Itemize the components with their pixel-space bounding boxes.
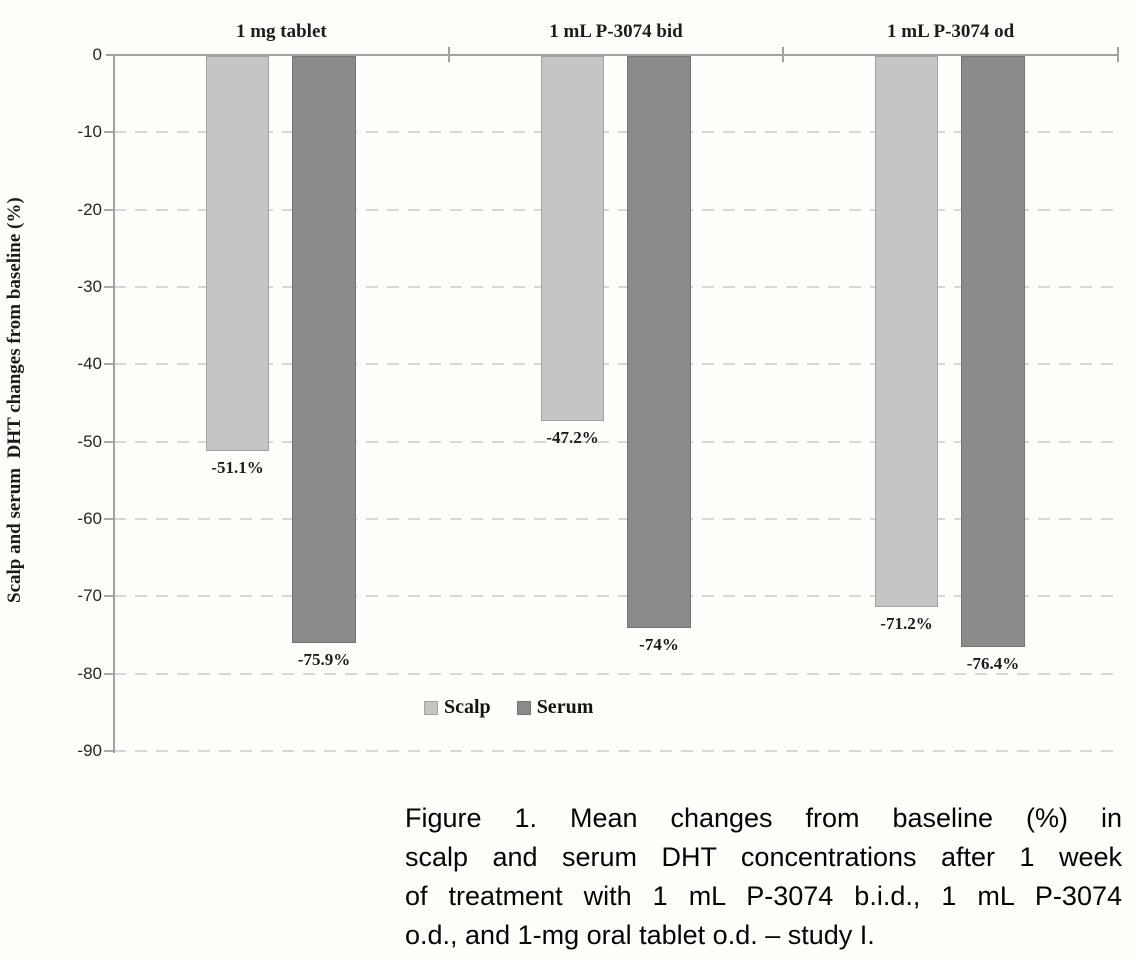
gridline [114,131,1118,134]
legend-label-scalp: Scalp [444,696,491,718]
legend-item-scalp: Scalp [424,696,491,719]
gridline [114,440,1118,443]
bar-value-label: -47.2% [546,428,599,447]
y-tick-mark [104,440,113,443]
legend-label-serum: Serum [536,696,594,718]
y-tick-label: -80 [77,663,102,683]
gridline [114,286,1118,288]
gridline [114,518,1118,520]
gridline [114,208,1118,211]
y-axis-line [113,54,115,753]
bar-scalp-0 [206,56,269,451]
y-tick-label: -30 [77,277,102,296]
gridline [114,595,1118,598]
gridline [114,363,1118,366]
bar-value-label: -74% [639,635,679,654]
legend-item-serum: Serum [516,696,594,719]
category-label: 1 mg tablet [235,21,327,42]
y-tick-label: -50 [77,431,102,451]
y-tick-mark [104,208,113,211]
y-tick-mark [104,518,113,520]
bar-serum-1 [627,56,691,628]
category-label: 1 mL P-3074 bid [549,21,683,42]
caption-line: Figure 1. Mean changes from baseline (%)… [405,803,1122,833]
bar-value-label: -71.2% [880,614,933,633]
y-tick-mark [104,131,113,134]
chart-legend: Scalp Serum [424,696,593,719]
bar-value-label: -75.9% [297,650,351,669]
y-tick-mark [104,286,113,288]
y-axis-title: Scalp and serum DHT changes from baselin… [4,197,25,603]
bar-serum-0 [292,56,356,643]
y-tick-label: -70 [77,586,102,606]
y-tick-mark [104,672,113,675]
serum-swatch-icon [516,700,531,715]
y-tick-label: -20 [77,199,102,219]
figure-caption: Figure 1. Mean changes from baseline (%)… [405,799,1122,955]
dht-bar-chart: Scalp and serum DHT changes from baselin… [4,21,1119,760]
x-axis-tick [448,47,450,62]
gridline [114,672,1118,675]
scalp-swatch-icon [424,700,438,715]
bar-value-label: -51.1% [211,458,264,477]
y-tick-mark [104,363,113,366]
y-tick-label: -40 [77,354,102,374]
y-tick-label: 0 [92,45,102,64]
caption-line: of treatment with 1 mL P-3074 b.i.d., 1 … [405,881,1122,911]
y-tick-label: -60 [77,509,102,528]
caption-line: o.d., and 1-mg oral tablet o.d. – study … [405,920,875,950]
category-label: 1 mL P-3074 od [887,21,1015,42]
y-tick-label: -10 [77,122,102,142]
bar-value-label: -76.4% [966,654,1020,673]
bar-serum-2 [961,56,1025,647]
y-tick-mark [104,595,113,598]
y-tick-label: -90 [77,741,102,760]
y-tick-mark [104,750,113,752]
bar-scalp-2 [875,56,938,607]
bar-scalp-1 [541,56,604,421]
x-axis-line [106,54,1119,56]
caption-line: scalp and serum DHT concentrations after… [405,842,1122,872]
x-axis-tick [782,47,784,62]
x-axis-tick [1117,47,1119,62]
gridline [114,750,1118,752]
